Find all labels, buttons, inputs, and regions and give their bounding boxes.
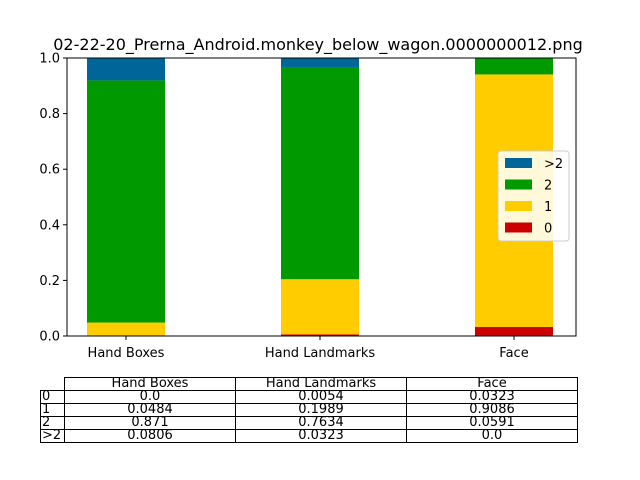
legend-swatch xyxy=(505,158,532,168)
table-cell: 0.871 xyxy=(64,416,236,430)
plot-frame xyxy=(66,57,577,337)
bar-segment xyxy=(475,327,553,336)
legend-swatch xyxy=(505,179,532,190)
table-cell: 0.1989 xyxy=(235,403,407,417)
y-tick-label: 0.2 xyxy=(39,274,60,289)
stacked-bar-chart: 02-22-20_Prerna_Android.monkey_below_wag… xyxy=(39,35,583,361)
table-row: 1 0.0484 0.1989 0.9086 xyxy=(40,403,578,417)
data-table: Hand Boxes Hand Landmarks Face 0 0.0 0.0… xyxy=(40,377,578,443)
table-cell: 0.0806 xyxy=(64,429,236,443)
y-tick-label: 0.0 xyxy=(39,330,60,345)
bar-segment xyxy=(281,279,359,335)
table-cell: 0.0591 xyxy=(406,416,578,430)
bar-segment xyxy=(281,334,359,336)
x-tick-label: Hand Boxes xyxy=(88,346,165,361)
x-tick-label: Hand Landmarks xyxy=(265,346,376,361)
y-tick-label: 1.0 xyxy=(39,52,60,67)
legend-swatch xyxy=(505,201,532,211)
legend-label: 1 xyxy=(544,200,552,215)
legend-swatch xyxy=(505,222,532,233)
y-tick-label: 0.6 xyxy=(39,163,60,178)
table-row: 0 0.0 0.0054 0.0323 xyxy=(40,390,578,404)
legend-label: >2 xyxy=(544,157,563,172)
bar-segment xyxy=(87,80,165,323)
table-row-label: >2 xyxy=(40,429,65,443)
table-col-header: Hand Landmarks xyxy=(235,377,407,391)
legend-label: 2 xyxy=(544,179,552,194)
table-cell: 0.7634 xyxy=(235,416,407,430)
table-cell: 0.0 xyxy=(406,429,578,443)
bar-segment xyxy=(87,322,165,336)
bar-segment xyxy=(281,66,359,280)
y-tick-label: 0.8 xyxy=(39,107,60,122)
legend-frame xyxy=(497,150,570,242)
legend-label: 0 xyxy=(544,222,552,237)
chart-title: 02-22-20_Prerna_Android.monkey_below_wag… xyxy=(53,35,583,55)
table-cell: 0.0323 xyxy=(406,390,578,404)
x-tick-label: Face xyxy=(499,346,528,361)
bar-segment xyxy=(475,58,553,75)
y-axis: 0.0 0.2 0.4 0.6 0.8 1.0 xyxy=(39,52,67,345)
table-row: >2 0.0806 0.0323 0.0 xyxy=(40,429,578,443)
y-tick-label: 0.4 xyxy=(39,218,60,233)
legend: >2 2 1 0 xyxy=(497,150,570,242)
x-axis: Hand Boxes Hand Landmarks Face xyxy=(88,336,529,361)
table-cell: 0.9086 xyxy=(406,403,578,417)
table-row: 2 0.871 0.7634 0.0591 xyxy=(40,416,578,430)
bars-group xyxy=(87,58,553,336)
bar-segment xyxy=(87,58,165,81)
bar-segment xyxy=(281,58,359,67)
table-cell: 0.0323 xyxy=(235,429,407,443)
